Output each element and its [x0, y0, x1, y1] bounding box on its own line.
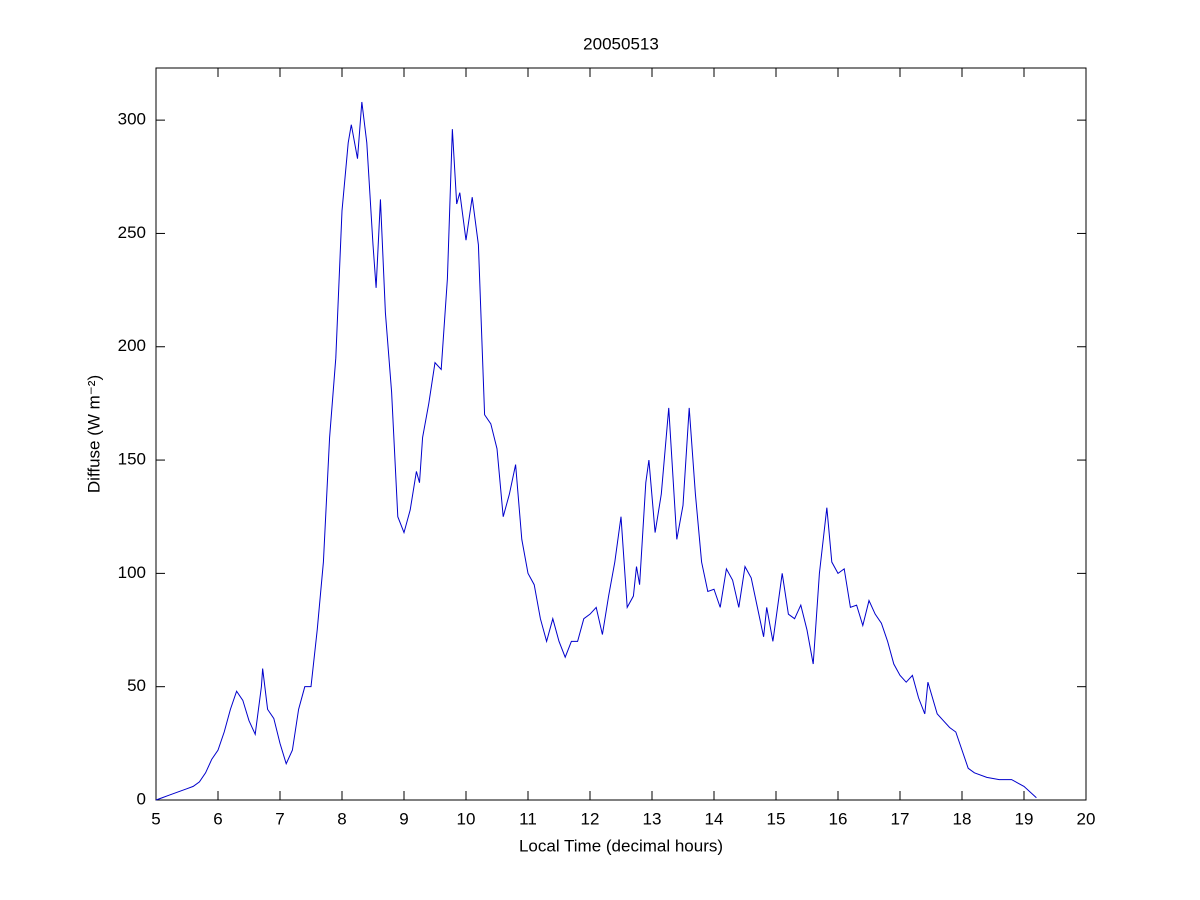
x-tick-label: 17: [891, 809, 910, 828]
y-tick-label: 200: [118, 336, 146, 355]
x-tick-label: 15: [767, 809, 786, 828]
y-tick-label: 50: [127, 676, 146, 695]
x-axis-label: Local Time (decimal hours): [519, 836, 723, 855]
x-tick-label: 11: [519, 809, 537, 828]
x-tick-label: 7: [275, 809, 284, 828]
x-tick-label: 5: [151, 809, 160, 828]
x-tick-label: 14: [705, 809, 724, 828]
y-tick-label: 0: [137, 789, 146, 808]
x-tick-label: 16: [829, 809, 848, 828]
data-line: [155, 101, 1037, 801]
x-tick-label: 12: [581, 809, 600, 828]
x-tick-label: 18: [953, 809, 972, 828]
y-tick-label: 150: [118, 450, 146, 469]
x-tick-label: 9: [399, 809, 408, 828]
x-tick-label: 13: [643, 809, 662, 828]
x-tick-label: 20: [1077, 809, 1096, 828]
x-tick-label: 10: [457, 809, 476, 828]
x-tick-label: 19: [1015, 809, 1034, 828]
y-tick-label: 250: [118, 223, 146, 242]
chart-title: 20050513: [583, 34, 659, 53]
y-axis-label: Diffuse (W m⁻²): [84, 375, 103, 493]
x-tick-label: 6: [213, 809, 222, 828]
x-tick-label: 8: [337, 809, 346, 828]
y-tick-label: 100: [118, 563, 146, 582]
plot-box: [155, 67, 1087, 801]
y-tick-label: 300: [118, 110, 146, 129]
